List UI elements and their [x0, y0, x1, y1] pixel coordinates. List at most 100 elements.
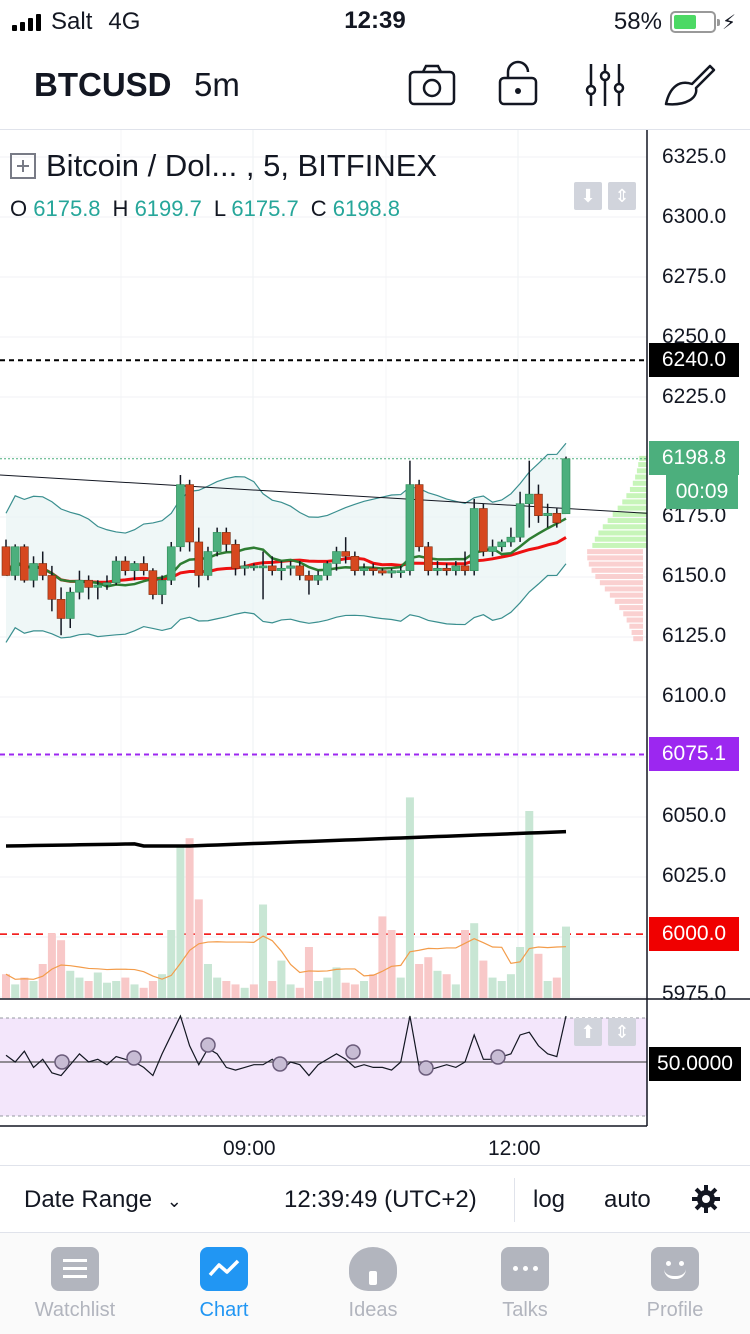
move-up-icon[interactable]: ⬆: [574, 1018, 602, 1046]
volume-bar: [552, 977, 561, 998]
candle-body: [332, 551, 341, 564]
series-legend[interactable]: Bitcoin / Dol... , 5, BITFINEX: [10, 148, 437, 184]
main-pane-arrows[interactable]: ⬇ ⇕: [574, 182, 636, 210]
volume-profile-bar: [592, 542, 647, 548]
volume-bar: [139, 987, 148, 998]
indicators-icon[interactable]: [577, 60, 633, 110]
candle-body: [176, 484, 185, 548]
candle-body: [497, 541, 507, 548]
price-tick: 6250.0: [662, 325, 727, 348]
high-value: 6199.7: [134, 196, 202, 221]
high-label: H: [112, 196, 129, 221]
candle-body: [148, 570, 158, 595]
expand-legend-icon[interactable]: [10, 153, 36, 179]
volume-profile-bar: [587, 555, 643, 561]
rsi-pane-arrows[interactable]: ⬆ ⇕: [574, 1018, 636, 1046]
timezone-clock[interactable]: 12:39:49 (UTC+2): [284, 1186, 477, 1213]
chart-controls-bar: Date Range ⌄ 12:39:49 (UTC+2) log auto: [0, 1165, 750, 1233]
lightbulb-icon: [349, 1247, 397, 1291]
bollinger-fill: [6, 443, 566, 643]
volume-bar: [84, 981, 93, 998]
tab-chart[interactable]: Chart: [169, 1247, 279, 1322]
chart-area[interactable]: Bitcoin / Dol... , 5, BITFINEX O 6175.8 …: [0, 130, 750, 1165]
volume-profile-bar: [591, 567, 643, 573]
maximize-pane-icon[interactable]: ⇕: [608, 182, 636, 210]
candle-body: [561, 458, 571, 515]
maximize-rsi-icon[interactable]: ⇕: [608, 1018, 636, 1046]
log-toggle[interactable]: log: [533, 1186, 566, 1213]
tab-label: Profile: [646, 1299, 704, 1321]
price-chart[interactable]: [0, 130, 750, 1165]
volume-profile-bar: [602, 524, 647, 530]
settings-gear-icon[interactable]: [691, 1184, 721, 1214]
volume-profile-bar: [639, 455, 647, 461]
candle-body: [286, 565, 295, 569]
candle-body: [378, 570, 387, 574]
volume-bar: [185, 838, 194, 998]
auto-toggle[interactable]: auto: [604, 1186, 651, 1213]
volume-bar: [369, 974, 378, 998]
candle-body: [212, 532, 222, 552]
time-tick: 09:00: [223, 1137, 276, 1160]
volume-profile-bar: [607, 518, 647, 524]
volume-bar: [20, 977, 29, 998]
volume-bar: [424, 957, 433, 998]
volume-bar: [451, 984, 460, 998]
candle-body: [460, 565, 470, 571]
volume-bar: [231, 984, 240, 998]
close-label: C: [310, 196, 327, 221]
rsi-band: [0, 1018, 647, 1116]
move-down-icon[interactable]: ⬇: [574, 182, 602, 210]
volume-bar: [488, 977, 497, 998]
tab-ideas[interactable]: Ideas: [318, 1247, 428, 1322]
volume-profile-bar: [617, 505, 647, 511]
volume-bar: [497, 981, 506, 998]
tab-profile[interactable]: Profile: [620, 1247, 730, 1322]
candle-body: [10, 546, 20, 576]
watchlist-icon: [51, 1247, 99, 1291]
rsi-level-label: 50.0000: [649, 1047, 741, 1081]
date-range-button[interactable]: Date Range ⌄: [24, 1186, 182, 1214]
level-label-purple[interactable]: 6075.1: [649, 737, 739, 771]
alert-level-label[interactable]: 6240.0: [649, 343, 739, 377]
price-tick: 6125.0: [662, 624, 727, 647]
interval-button[interactable]: 5m: [194, 66, 240, 103]
volume-bar: [194, 899, 203, 998]
volume-bar: [249, 984, 258, 998]
candle-body: [277, 567, 286, 571]
volume-bar: [332, 967, 341, 998]
status-bar: Salt 4G 12:39 58% ⚡: [0, 0, 750, 40]
volume-bar: [2, 974, 10, 998]
volume-bar: [240, 987, 249, 998]
lock-icon[interactable]: [490, 60, 546, 110]
tab-watchlist[interactable]: Watchlist: [20, 1247, 130, 1322]
volume-bar: [506, 974, 515, 998]
volume-profile-bar: [619, 605, 643, 611]
candle-body: [157, 579, 167, 595]
long-moving-average: [5, 829, 567, 848]
candle-body: [423, 546, 433, 571]
bollinger-upper: [5, 442, 567, 534]
price-tick: 6050.0: [662, 804, 727, 827]
open-value: 6175.8: [33, 196, 101, 221]
drawing-tools-icon[interactable]: [662, 60, 718, 110]
symbol-button[interactable]: BTCUSD: [34, 66, 172, 103]
volume-profile-bar: [595, 574, 643, 580]
tab-talks[interactable]: Talks: [470, 1247, 580, 1322]
clock: 12:39: [344, 7, 406, 34]
candle-body: [433, 567, 442, 571]
candle-body: [304, 575, 314, 581]
candle-body: [543, 512, 552, 516]
candle-body: [75, 579, 84, 593]
candle-body: [203, 551, 213, 576]
volume-bar: [543, 981, 552, 998]
candle-body: [249, 565, 259, 569]
candle-body: [387, 570, 396, 574]
volume-profile-bar: [631, 629, 643, 635]
camera-icon[interactable]: [404, 60, 460, 110]
candle-body: [479, 508, 488, 552]
price-tick: 5975.0: [662, 982, 727, 1005]
bar-countdown: 00:09: [666, 475, 738, 509]
series-title: Bitcoin / Dol... , 5, BITFINEX: [46, 148, 438, 183]
level-label-red[interactable]: 6000.0: [649, 917, 739, 951]
